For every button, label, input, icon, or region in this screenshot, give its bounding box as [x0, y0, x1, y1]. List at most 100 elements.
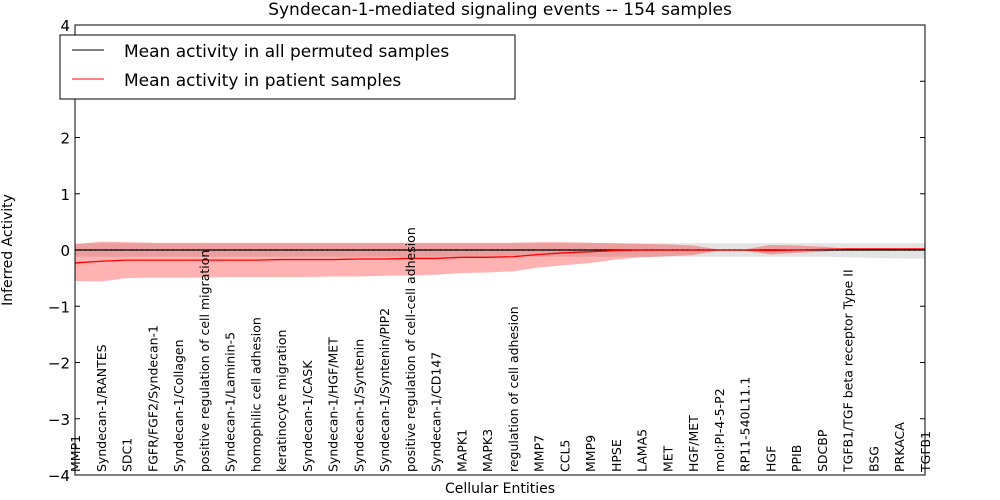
permuted-dot — [517, 249, 519, 251]
permuted-dot — [888, 249, 890, 251]
permuted-dot — [89, 249, 92, 251]
permuted-dot — [857, 249, 859, 251]
permuted-dot — [197, 249, 200, 251]
permuted-dot — [372, 249, 375, 251]
permuted-dot — [599, 249, 602, 251]
permuted-dot — [110, 249, 112, 251]
x-tick-label: HPSE — [609, 439, 624, 472]
permuted-dot — [244, 249, 246, 251]
x-tick-label: SDC1 — [120, 438, 135, 472]
x-tick-label: Syndecan-1/CASK — [300, 360, 315, 472]
permuted-dot — [867, 249, 870, 251]
plot-frame — [74, 24, 926, 476]
permuted-dot — [388, 249, 391, 251]
permuted-dot — [558, 249, 561, 251]
permuted-dot — [146, 249, 148, 251]
permuted-dot — [378, 249, 380, 251]
x-tick-label: MAPK1 — [454, 429, 469, 472]
x-tick-label: Syndecan-1/Laminin-5 — [223, 332, 238, 472]
permuted-dot — [249, 249, 251, 251]
permuted-dot — [285, 249, 288, 251]
permuted-dot — [136, 249, 138, 251]
permuted-dot — [852, 249, 854, 251]
x-tick-label: MMP7 — [532, 435, 547, 472]
x-tick-label: Syndecan-1/HGF/MET — [326, 337, 341, 472]
permuted-dot — [429, 249, 432, 251]
permuted-dot — [573, 249, 576, 251]
permuted-dot — [300, 249, 303, 251]
permuted-dot — [481, 249, 483, 251]
permuted-dot — [424, 249, 427, 251]
x-tick-label: MAPK3 — [480, 429, 495, 472]
permuted-dot — [130, 249, 133, 251]
permuted-dot — [542, 249, 545, 251]
permuted-dot — [94, 249, 97, 251]
y-tick-label: 4 — [60, 17, 70, 35]
permuted-dot — [584, 249, 586, 251]
permuted-dot — [166, 249, 169, 251]
x-tick-label: RP11-540L11.1 — [738, 377, 753, 472]
permuted-dot — [393, 249, 396, 251]
permuted-dot — [84, 249, 87, 251]
y-tick-label: −4 — [48, 467, 70, 485]
permuted-dot — [903, 249, 906, 251]
permuted-dot — [470, 249, 473, 251]
x-tick-label: BSG — [866, 446, 881, 472]
permuted-dot — [347, 249, 349, 251]
permuted-dot — [893, 249, 895, 251]
permuted-dot — [156, 249, 159, 251]
permuted-dot — [218, 249, 221, 251]
x-tick-label: keratinocyte migration — [274, 330, 289, 472]
x-tick-label: homophilic cell adhesion — [248, 317, 263, 472]
permuted-dot — [455, 249, 458, 251]
y-tick-label: 0 — [60, 242, 70, 260]
permuted-dot — [213, 249, 215, 251]
permuted-dot — [269, 249, 272, 251]
permuted-dot — [352, 249, 354, 251]
x-tick-label: positive regulation of cell-cell adhesio… — [403, 227, 418, 472]
permuted-dot — [908, 249, 911, 251]
permuted-dot — [403, 249, 406, 251]
permuted-dot — [568, 249, 571, 251]
permuted-dot — [172, 249, 174, 251]
permuted-dot — [414, 249, 416, 251]
permuted-dot — [522, 249, 524, 251]
x-tick-label: SDCBP — [815, 429, 830, 472]
line-patient — [74, 248, 925, 264]
permuted-dot — [882, 249, 885, 251]
permuted-dot — [192, 249, 195, 251]
permuted-dot — [311, 249, 313, 251]
permuted-dot — [496, 249, 499, 251]
permuted-dot — [295, 249, 298, 251]
x-axis-label: Cellular Entities — [445, 481, 555, 497]
permuted-dot — [553, 249, 555, 251]
y-tick-label: 1 — [60, 186, 70, 204]
x-tick-label: LAMA5 — [635, 429, 650, 472]
permuted-dot — [342, 249, 344, 251]
permuted-dot — [398, 249, 401, 251]
x-tick-label: mol:PI-4-5-P2 — [712, 388, 727, 472]
permuted-dot — [275, 249, 277, 251]
permuted-dot — [527, 249, 530, 251]
x-tick-label: FGFR/FGF2/Syndecan-1 — [145, 325, 160, 472]
permuted-dot — [450, 249, 452, 251]
permuted-dot — [259, 249, 262, 251]
x-tick-label: PRKACA — [892, 422, 907, 472]
permuted-dot — [321, 249, 324, 251]
legend: Mean activity in all permuted samples Me… — [59, 34, 516, 100]
permuted-dot — [506, 249, 509, 251]
x-tick-label: HGF — [763, 446, 778, 472]
permuted-dot — [548, 249, 550, 251]
permuted-dot — [594, 249, 597, 251]
permuted-dot — [491, 249, 494, 251]
x-tick-label: Syndecan-1/CD147 — [429, 352, 444, 472]
band-permuted — [75, 243, 925, 259]
x-tick-label: Syndecan-1/Syntenin — [351, 339, 366, 472]
permuted-dot — [120, 249, 123, 251]
x-tick-label: Syndecan-1/Syntenin/PIP2 — [377, 308, 392, 472]
permuted-dot — [290, 249, 293, 251]
permuted-dot — [223, 249, 226, 251]
permuted-dot — [239, 249, 241, 251]
permuted-dot — [579, 249, 581, 251]
